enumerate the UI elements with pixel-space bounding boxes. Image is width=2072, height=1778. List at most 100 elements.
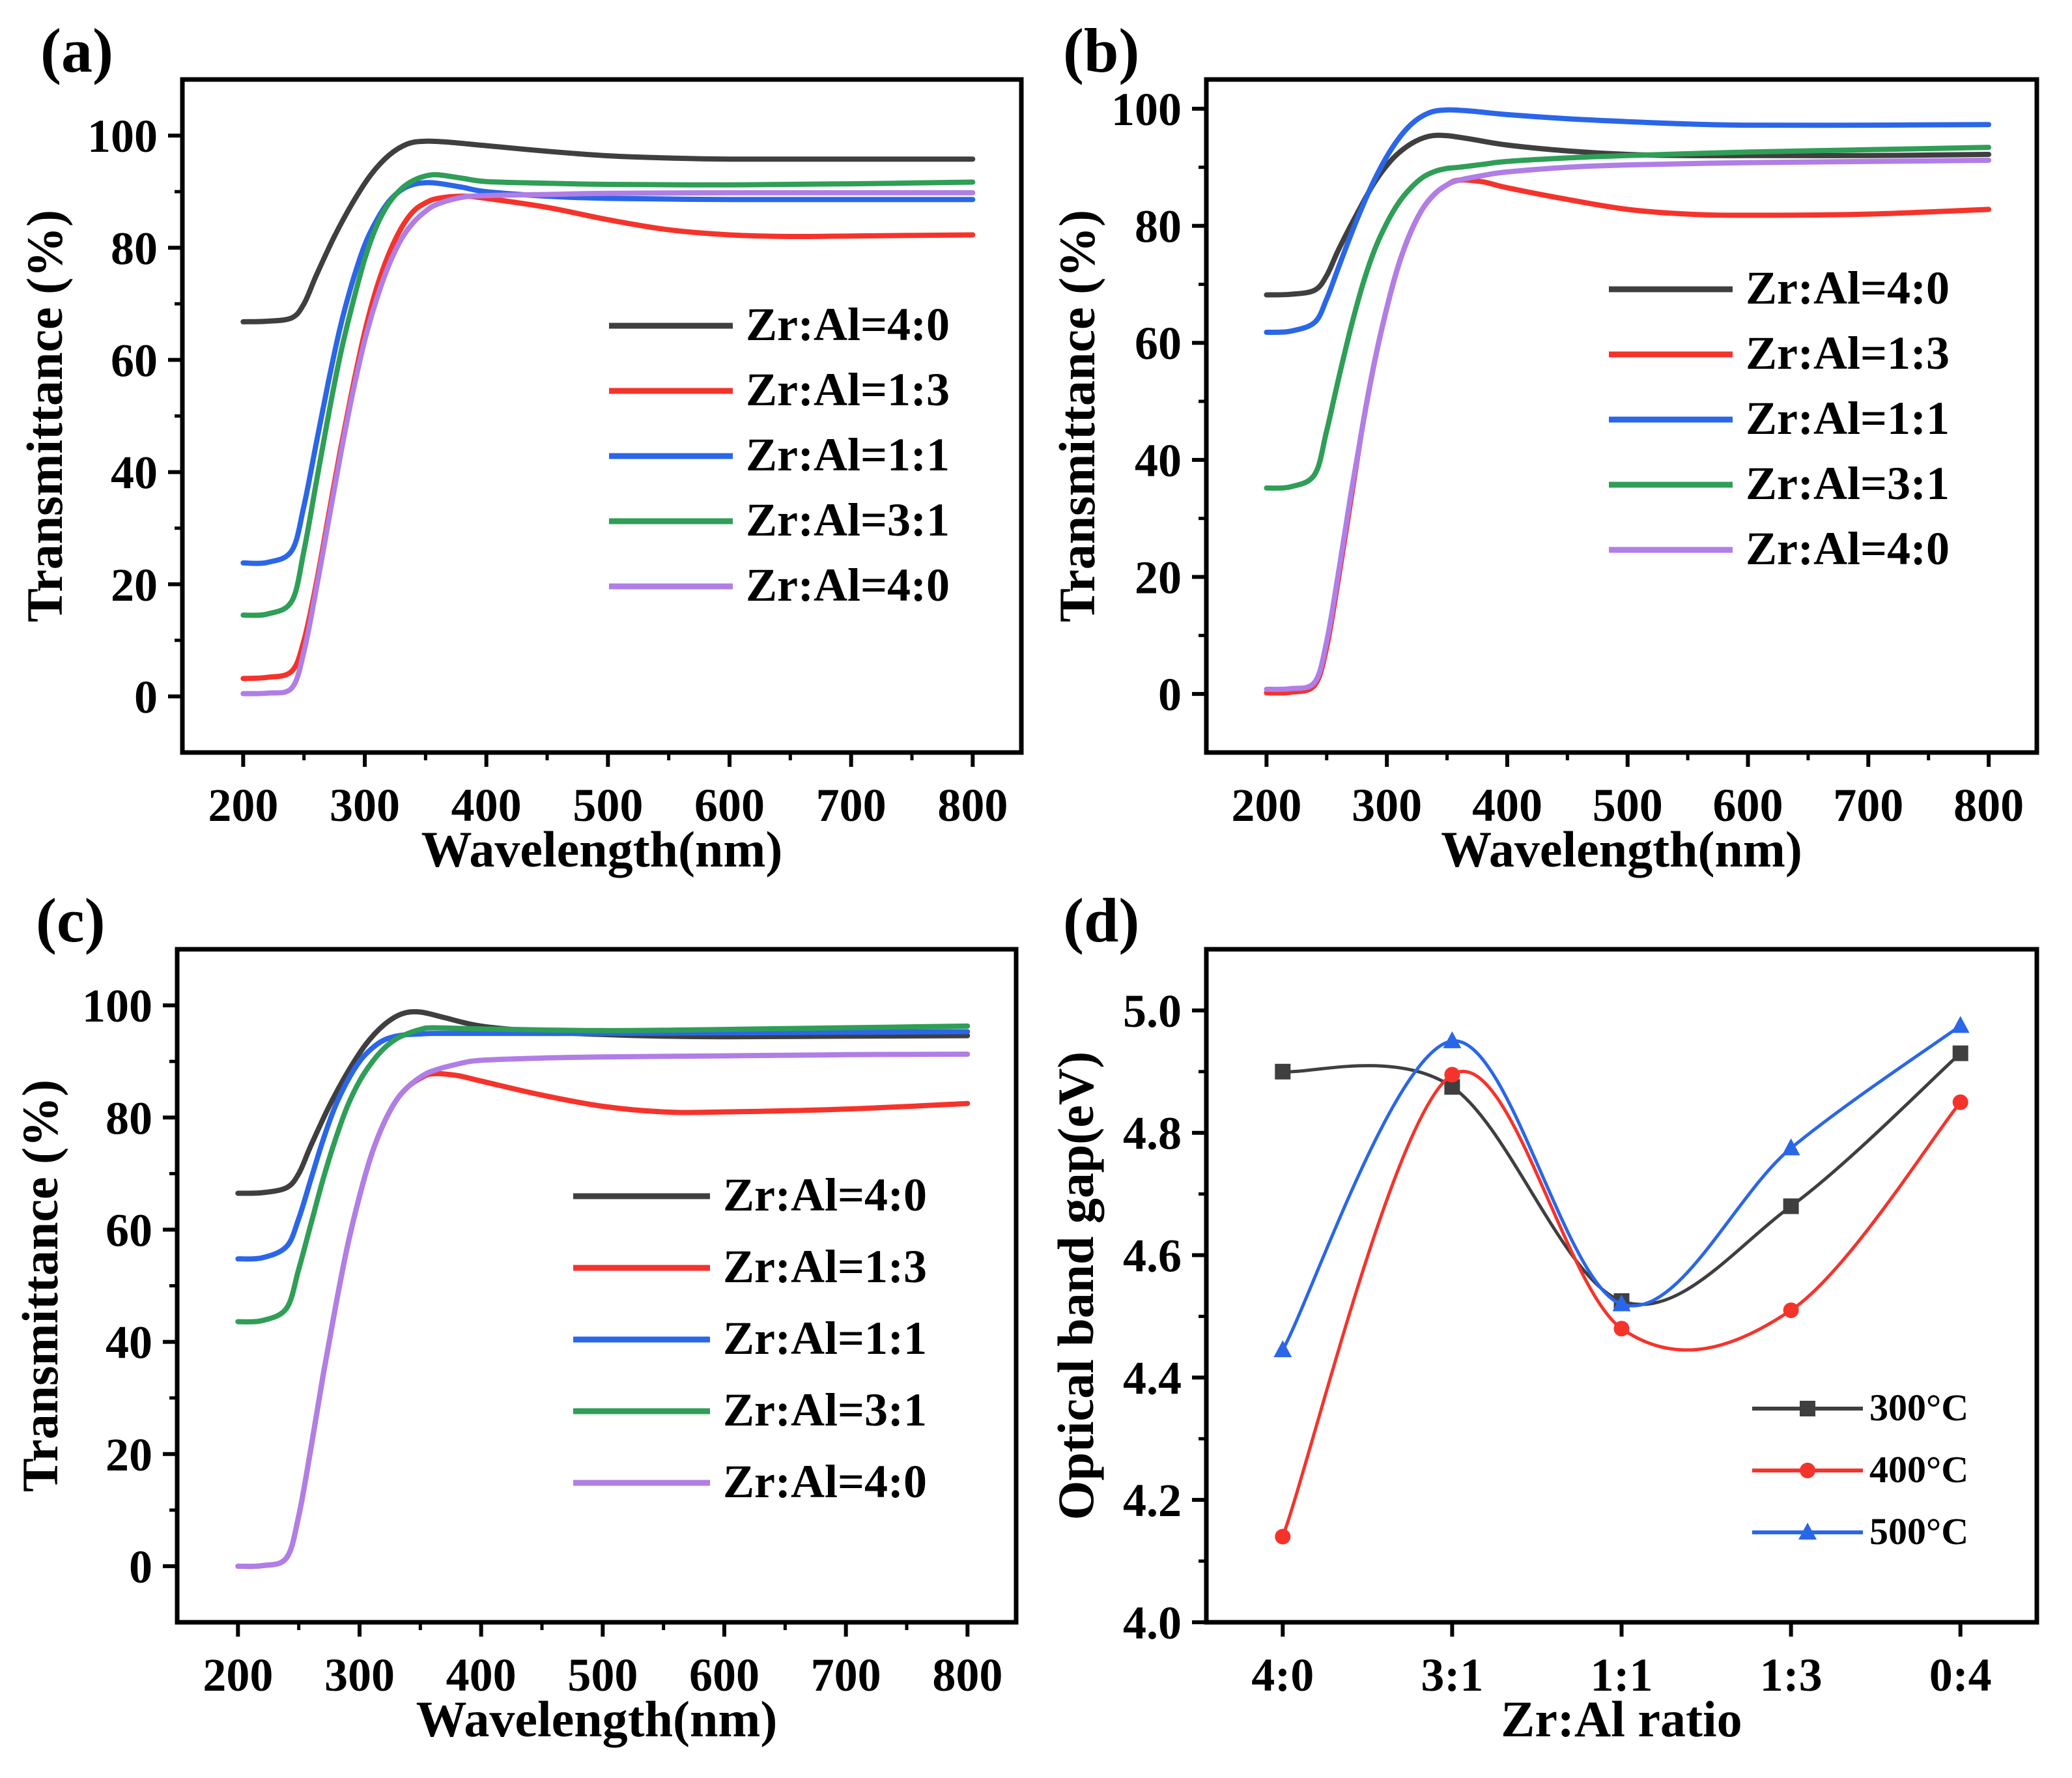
y-tick-label: 100 <box>87 110 158 162</box>
series-line <box>1281 1052 1963 1306</box>
x-tick-label: 400 <box>446 1649 517 1701</box>
legend-entry: Zr:Al=3:1 <box>609 494 950 546</box>
panel-label: (a) <box>40 16 113 85</box>
series-5 <box>1264 158 1992 693</box>
panel-label: (d) <box>1063 885 1139 955</box>
x-tick-label: 600 <box>1713 779 1783 831</box>
series-4 <box>235 1023 971 1325</box>
x-tick-label: 4:0 <box>1251 1649 1314 1701</box>
x-tick-label: 600 <box>689 1649 759 1701</box>
y-tick-label: 4.4 <box>1123 1352 1182 1404</box>
y-tick-label: 40 <box>106 1317 152 1369</box>
series-line <box>235 1052 971 1570</box>
panel-label: (c) <box>36 885 106 955</box>
legend-label: 500°C <box>1869 1510 1968 1553</box>
series-line <box>1264 107 1992 335</box>
legend-entry: Zr:Al=4:0 <box>1609 262 1950 314</box>
data-point-circle <box>1444 1067 1460 1083</box>
series-line <box>1264 158 1992 693</box>
data-point-square <box>1275 1063 1291 1080</box>
series-line <box>240 138 976 324</box>
chart-panel-2: (b) 200 300 400 500 600 700 800 0 20 40 60 80 100 Wave… <box>1049 16 2039 878</box>
legend-entry: Zr:Al=3:1 <box>1609 457 1950 509</box>
legend-label: Zr:Al=1:3 <box>1746 327 1950 379</box>
y-tick-label: 4.2 <box>1123 1474 1182 1527</box>
series-line <box>235 1029 971 1262</box>
legend-label: Zr:Al=3:1 <box>1746 457 1950 509</box>
y-tick-label: 40 <box>111 447 158 499</box>
legend-label: Zr:Al=4:0 <box>1746 523 1950 575</box>
legend-label: Zr:Al=1:1 <box>746 429 950 481</box>
legend-entry: Zr:Al=1:3 <box>573 1240 927 1293</box>
legend-label: Zr:Al=1:3 <box>746 364 950 416</box>
series-5 <box>235 1052 971 1570</box>
legend-label: Zr:Al=3:1 <box>723 1384 927 1436</box>
y-axis-title: Transmittance (%) <box>1049 210 1105 622</box>
y-tick-label: 80 <box>1135 201 1182 253</box>
data-point-square <box>1783 1198 1799 1214</box>
y-axis-title: Transmittance (%) <box>12 1080 68 1492</box>
series-line <box>1281 1024 1963 1352</box>
x-tick-label: 300 <box>330 779 400 831</box>
data-point-triangle <box>1273 1340 1292 1358</box>
y-tick-label: 40 <box>1135 435 1182 487</box>
legend-label: Zr:Al=4:0 <box>1746 262 1950 314</box>
series-3 <box>235 1029 971 1262</box>
chart-panel-3: (c) 200 300 400 500 600 700 800 0 20 40 60 80 100 Wave… <box>12 885 1019 1747</box>
legend-entry: Zr:Al=4:0 <box>573 1169 927 1221</box>
y-tick-label: 80 <box>111 222 158 274</box>
x-tick-label: 700 <box>816 779 887 831</box>
series-3 <box>1264 107 1992 335</box>
data-point-triangle <box>1781 1138 1800 1156</box>
x-tick-label: 500 <box>573 779 643 831</box>
legend-label: Zr:Al=4:0 <box>746 298 950 351</box>
data-point-square <box>1952 1045 1968 1061</box>
legend-entry: Zr:Al=1:1 <box>609 429 950 481</box>
x-tick-label: 1:3 <box>1760 1649 1823 1701</box>
y-tick-label: 5.0 <box>1123 985 1182 1037</box>
x-tick-label: 200 <box>208 779 278 831</box>
y-tick-label: 20 <box>106 1429 152 1481</box>
series-1 <box>240 138 976 324</box>
plot-frame <box>180 77 1024 755</box>
x-tick-label: 800 <box>932 1649 1002 1701</box>
x-tick-label: 800 <box>1953 779 2024 831</box>
x-tick-label: 700 <box>811 1649 881 1701</box>
series-1 <box>235 1009 971 1196</box>
y-tick-label: 60 <box>111 334 158 386</box>
legend-entry: 400°C <box>1752 1448 1968 1491</box>
series-line <box>240 190 976 696</box>
series-1 <box>1264 132 1992 298</box>
plot-frame <box>1204 77 2039 755</box>
y-tick-label: 4.0 <box>1123 1597 1182 1649</box>
series-1 <box>1275 1045 1968 1309</box>
y-axis-title: Optical band gap(eV) <box>1047 1052 1104 1520</box>
y-tick-label: 0 <box>1158 668 1182 721</box>
panel-label: (b) <box>1063 16 1139 85</box>
series-4 <box>1264 145 1992 491</box>
series-line <box>235 1023 971 1325</box>
y-tick-label: 0 <box>129 1541 152 1593</box>
legend-entry: Zr:Al=1:3 <box>1609 327 1950 379</box>
y-tick-label: 4.8 <box>1123 1108 1182 1160</box>
x-tick-label: 0:4 <box>1929 1649 1992 1701</box>
x-tick-label: 200 <box>1231 779 1301 831</box>
y-tick-label: 60 <box>106 1204 152 1256</box>
x-tick-label: 200 <box>203 1649 273 1701</box>
data-point-circle <box>1952 1094 1968 1110</box>
series-line <box>1264 132 1992 298</box>
legend-entry: Zr:Al=1:1 <box>573 1312 927 1364</box>
legend-label: Zr:Al=1:1 <box>723 1312 927 1364</box>
legend-entry: Zr:Al=1:3 <box>609 364 950 416</box>
x-tick-label: 800 <box>937 779 1008 831</box>
series-4 <box>240 172 976 618</box>
data-point-triangle <box>1951 1016 1970 1033</box>
data-point-triangle <box>1443 1031 1462 1048</box>
legend-label: Zr:Al=4:0 <box>723 1455 927 1508</box>
legend-label: Zr:Al=4:0 <box>723 1169 927 1221</box>
y-tick-label: 60 <box>1135 317 1182 369</box>
legend-entry: Zr:Al=1:1 <box>1609 392 1950 444</box>
data-point-triangle <box>1612 1294 1631 1312</box>
series-5 <box>240 190 976 696</box>
